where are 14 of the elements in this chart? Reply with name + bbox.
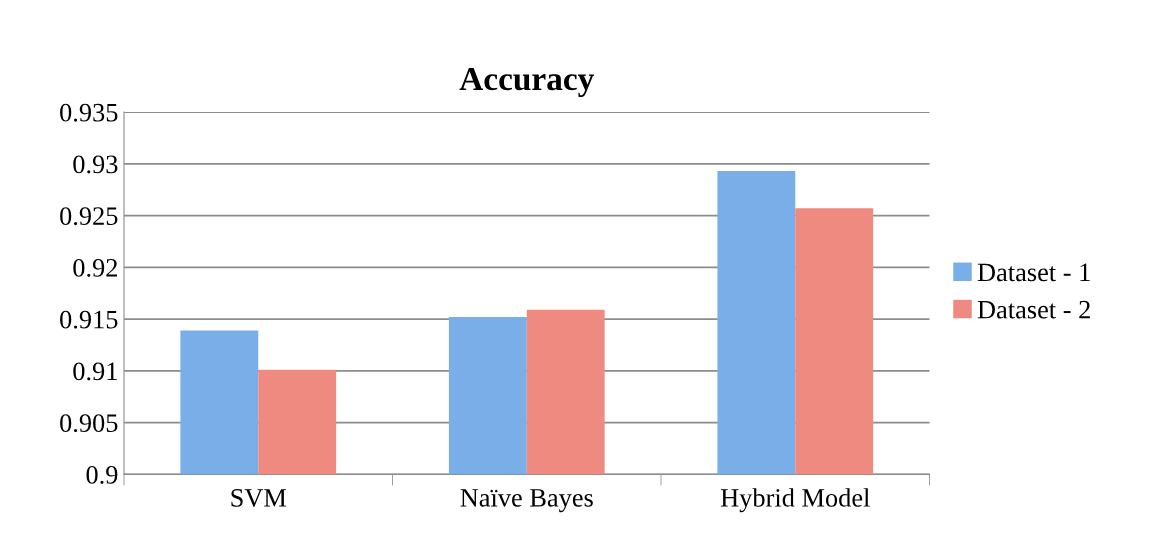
y-tick-label: 0.93 — [73, 155, 118, 174]
y-tick-label: 0.9 — [86, 465, 118, 484]
y-tick-label: 0.905 — [60, 414, 118, 433]
y-tick-label: 0.935 — [60, 103, 118, 122]
y-tick-label: 0.92 — [73, 258, 117, 277]
y-tick-label: 0.925 — [60, 207, 118, 226]
x-tick-label: Naïve Bayes — [460, 489, 593, 513]
legend-label: Dataset - 2 — [977, 300, 1090, 319]
legend-label: Dataset - 1 — [977, 263, 1090, 282]
y-tick-label: 0.915 — [60, 310, 118, 329]
x-tick-label: SVM — [231, 489, 287, 507]
y-tick-label: 0.91 — [73, 362, 117, 381]
chart-title: Accuracy — [459, 67, 594, 98]
x-tick-label: Hybrid Model — [720, 488, 870, 513]
